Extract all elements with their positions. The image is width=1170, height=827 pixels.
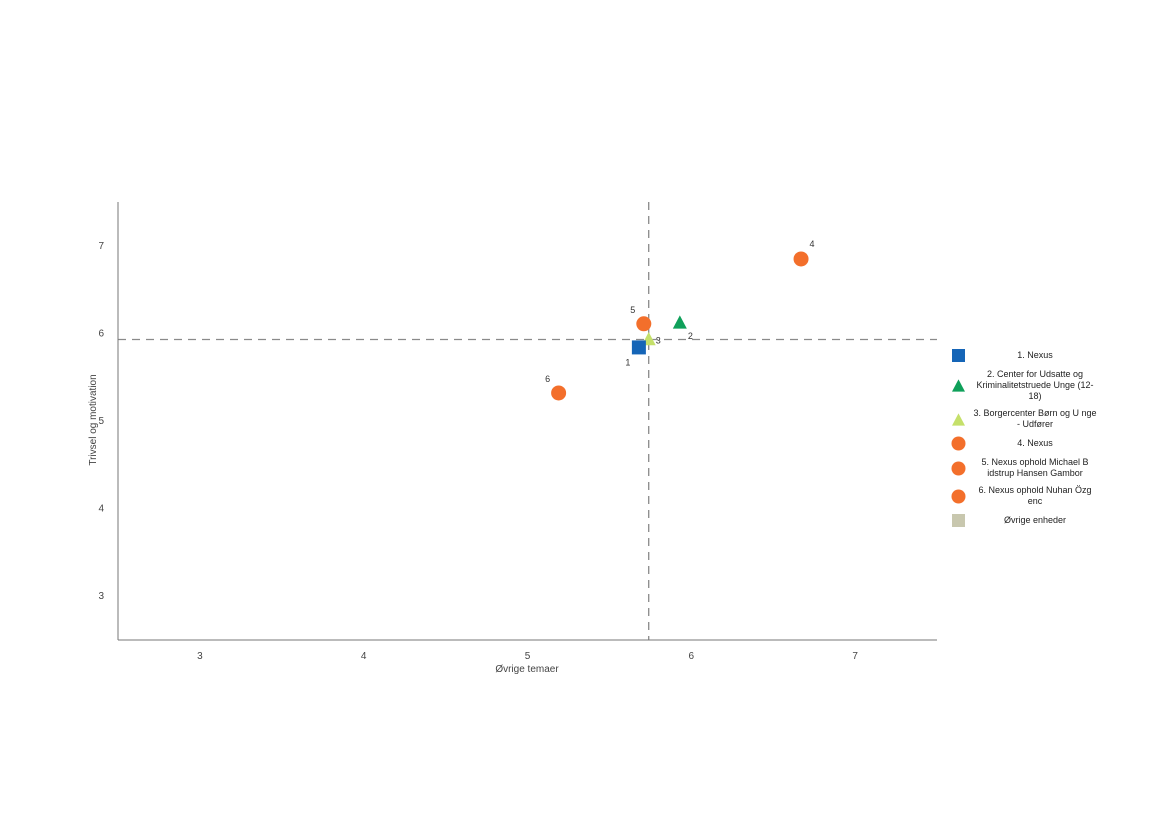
legend-label: 3. Borgercenter Børn og U nge - Udfører <box>973 408 1097 429</box>
legend-swatch-circle-icon <box>951 489 966 504</box>
legend-swatch-triangle-icon <box>951 378 966 393</box>
legend-swatch-circle-icon <box>951 436 966 451</box>
legend-item[interactable]: 4. Nexus <box>951 436 1099 451</box>
legend-marker <box>951 489 966 503</box>
reference-lines <box>118 202 937 640</box>
point-labels: 1 2 3 4 5 6 <box>545 239 814 384</box>
x-tick-label: 6 <box>689 651 695 662</box>
x-tick-label: 3 <box>197 651 203 662</box>
point-label: 1 <box>625 357 630 367</box>
legend-label: 6. Nexus ophold Nuhan Özg enc <box>978 485 1092 506</box>
x-tick-label: 7 <box>852 651 858 662</box>
point-label: 6 <box>545 374 550 384</box>
legend-item[interactable]: Øvrige enheder <box>951 513 1099 528</box>
legend: 1. Nexus 2. Center for Udsatte og Krimina… <box>951 348 1099 534</box>
y-tick-label: 3 <box>98 591 104 602</box>
legend-item[interactable]: 5. Nexus ophold Michael B idstrup Hansen… <box>951 457 1099 479</box>
data-point-1 <box>631 340 646 355</box>
legend-swatch-circle-icon <box>951 461 966 476</box>
point-label: 2 <box>688 331 693 341</box>
x-tick-label: 5 <box>525 651 531 662</box>
legend-marker <box>952 349 965 362</box>
legend-marker <box>952 514 965 527</box>
legend-swatch-square-icon <box>951 513 966 528</box>
data-point-2 <box>672 315 687 329</box>
legend-label: 4. Nexus <box>1017 438 1053 448</box>
legend-label: 1. Nexus <box>1017 350 1053 360</box>
data-points <box>551 251 809 401</box>
legend-label: 5. Nexus ophold Michael B idstrup Hansen… <box>981 457 1089 478</box>
legend-marker <box>951 436 966 451</box>
legend-swatch-square-icon <box>951 348 966 363</box>
legend-item[interactable]: 1. Nexus <box>951 348 1099 363</box>
legend-item[interactable]: 6. Nexus ophold Nuhan Özg enc <box>951 485 1099 507</box>
point-label: 4 <box>810 239 815 249</box>
legend-marker <box>951 461 966 475</box>
point-label: 3 <box>656 336 661 346</box>
legend-marker <box>952 412 965 426</box>
x-tick-label: 4 <box>361 651 367 662</box>
data-point-5 <box>636 316 652 332</box>
tick-labels: 3 4 5 6 7 3 4 5 6 7 <box>98 241 858 662</box>
axes <box>117 202 937 641</box>
y-tick-label: 6 <box>98 328 104 339</box>
x-axis-title: Øvrige temaer <box>495 664 559 675</box>
point-label: 5 <box>630 305 635 315</box>
y-axis-title: Trivsel og motivation <box>88 374 99 465</box>
data-point-6 <box>551 385 567 401</box>
legend-marker <box>952 379 965 392</box>
data-point-4 <box>793 251 809 267</box>
legend-swatch-triangle-icon <box>951 412 966 427</box>
y-tick-label: 7 <box>98 241 104 252</box>
legend-label: Øvrige enheder <box>1003 515 1067 525</box>
legend-item[interactable]: 3. Borgercenter Børn og U nge - Udfører <box>951 408 1099 430</box>
legend-label: 2. Center for Udsatte og Kriminalitetstr… <box>976 369 1094 401</box>
legend-item[interactable]: 2. Center for Udsatte og Kriminalitetstr… <box>951 369 1099 402</box>
y-tick-label: 5 <box>98 416 104 427</box>
y-tick-label: 4 <box>98 504 104 515</box>
